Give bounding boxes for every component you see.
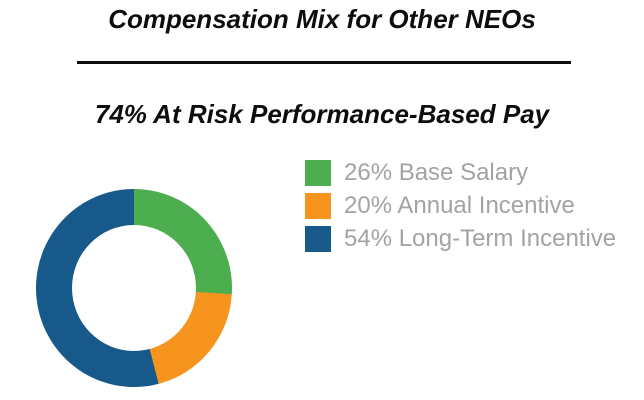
donut-chart [36, 189, 232, 387]
legend-item-base-salary: 26% Base Salary [305, 160, 616, 186]
legend-swatch-annual-incentive [305, 193, 331, 219]
title-divider [77, 61, 571, 64]
legend-item-annual-incentive: 20% Annual Incentive [305, 193, 616, 219]
legend-swatch-base-salary [305, 160, 331, 186]
chart-title: Compensation Mix for Other NEOs [108, 4, 536, 34]
chart-subtitle: 74% At Risk Performance-Based Pay [94, 99, 550, 129]
donut-hole [72, 225, 196, 351]
legend-item-long-term-incentive: 54% Long-Term Incentive [305, 226, 616, 252]
legend-swatch-long-term-incentive [305, 226, 331, 252]
legend-label-annual-incentive: 20% Annual Incentive [344, 192, 575, 219]
legend-label-long-term-incentive: 54% Long-Term Incentive [344, 225, 617, 252]
legend-label-base-salary: 26% Base Salary [344, 159, 529, 186]
chart-legend: 26% Base Salary 20% Annual Incentive 54%… [305, 160, 616, 252]
